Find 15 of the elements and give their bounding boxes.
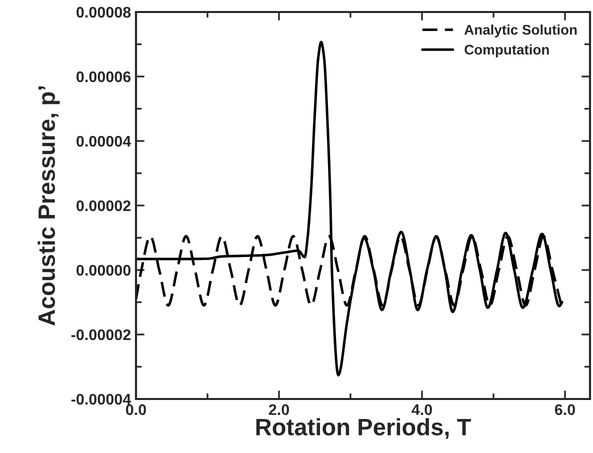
y-tick-label: 0.00002 bbox=[76, 200, 131, 212]
y-tick-label: -0.00004 bbox=[71, 394, 132, 405]
x-tick-label: 6.0 bbox=[554, 404, 575, 416]
y-tick-label: 0.00008 bbox=[76, 6, 131, 18]
y-tick-label: 0.00006 bbox=[76, 71, 131, 82]
x-axis-title: Rotation Periods, T bbox=[256, 418, 471, 439]
y-tick-label: -0.00002 bbox=[71, 329, 131, 340]
y-tick-label: 0.00000 bbox=[76, 264, 131, 276]
x-tick-label: 4.0 bbox=[412, 404, 432, 416]
y-axis-title: Acoustic Pressure, p’ bbox=[38, 86, 60, 326]
legend-label: Computation bbox=[464, 44, 549, 58]
legend-label: Analytic Solution bbox=[464, 24, 577, 38]
x-tick-label: 2.0 bbox=[268, 404, 289, 416]
x-tick-label: 0.0 bbox=[126, 404, 146, 416]
y-tick-label: 0.00004 bbox=[76, 136, 132, 147]
